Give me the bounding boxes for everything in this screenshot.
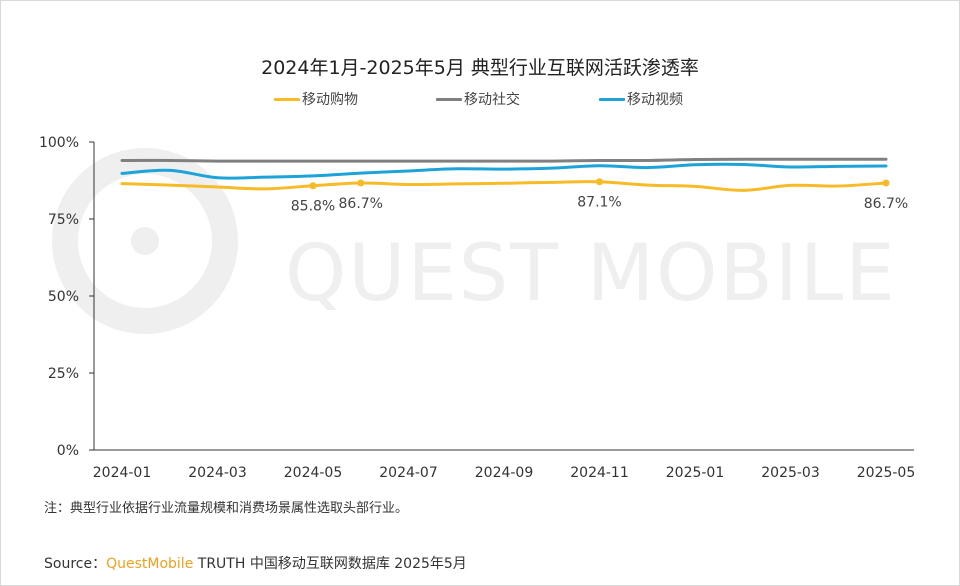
source-prefix: Source： [44, 556, 107, 572]
x-tick-label: 2025-05 [857, 465, 916, 481]
source-brand: QuestMobile [106, 556, 194, 572]
x-tick-label: 2025-01 [666, 465, 725, 481]
legend-item-social[interactable]: 移动社交 [436, 89, 520, 109]
watermark-dot [131, 227, 159, 255]
x-tick-label: 2025-03 [761, 465, 820, 481]
data-label: 86.7% [339, 196, 383, 212]
x-tick-label: 2024-11 [570, 465, 629, 481]
legend-swatch-shopping [274, 97, 300, 101]
source-text: TRUTH 中国移动互联网数据库 2025年5月 [193, 556, 467, 572]
data-label: 85.8% [291, 199, 335, 215]
x-tick-label: 2024-09 [475, 465, 534, 481]
legend-item-video[interactable]: 移动视频 [599, 89, 683, 109]
y-tick-label: 100% [39, 135, 79, 151]
x-tick-label: 2024-01 [93, 465, 152, 481]
legend: 移动购物 移动社交 移动视频 [0, 89, 960, 109]
y-tick-label: 50% [48, 289, 79, 305]
legend-label-video: 移动视频 [627, 92, 683, 108]
data-point-shopping [357, 179, 365, 187]
series-line-shopping [120, 180, 888, 192]
series-line-social [120, 157, 888, 163]
series-line-video [120, 162, 888, 180]
legend-label-social: 移动社交 [464, 92, 520, 108]
y-tick-label: 75% [48, 212, 79, 228]
data-point-shopping [309, 182, 317, 190]
source-line: Source：QuestMobile TRUTH 中国移动互联网数据库 2025… [44, 553, 467, 573]
footnote: 注：典型行业依据行业流量规模和消费场景属性选取头部行业。 [44, 501, 409, 516]
y-tick-label: 0% [57, 443, 79, 459]
x-tick-label: 2024-03 [188, 465, 247, 481]
x-tick-label: 2024-07 [379, 465, 438, 481]
y-tick-label: 25% [48, 366, 79, 382]
chart-title: 2024年1月-2025年5月 典型行业互联网活跃渗透率 [261, 57, 699, 79]
data-label: 87.1% [577, 195, 621, 211]
legend-swatch-social [436, 97, 462, 101]
legend-swatch-video [599, 97, 625, 101]
data-point-shopping [882, 179, 890, 187]
watermark-text: QUEST MOBILE [285, 229, 897, 319]
data-point-shopping [596, 178, 603, 186]
legend-item-shopping[interactable]: 移动购物 [274, 89, 358, 109]
data-label: 86.7% [864, 196, 908, 212]
x-tick-label: 2024-05 [284, 465, 343, 481]
legend-label-shopping: 移动购物 [302, 92, 358, 108]
